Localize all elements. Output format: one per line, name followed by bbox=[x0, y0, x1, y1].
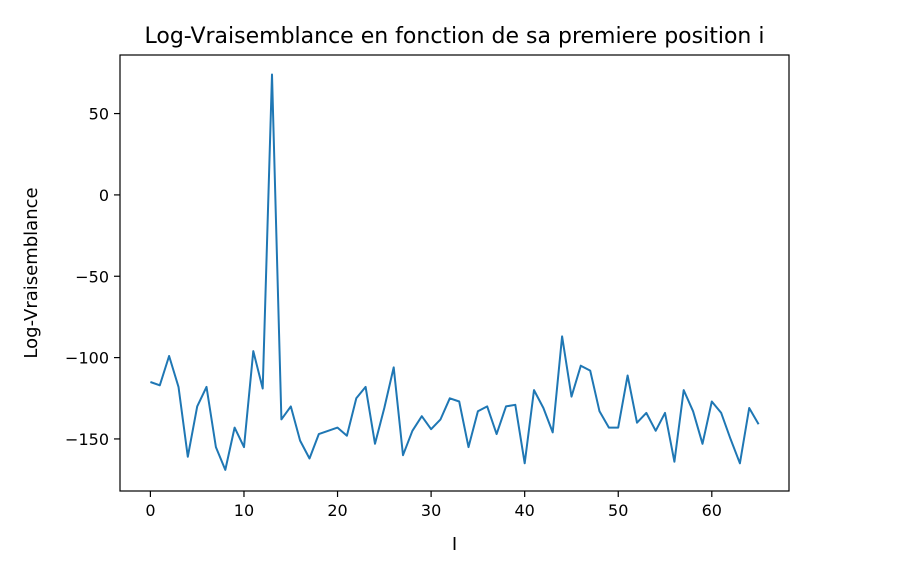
y-tick-label: −100 bbox=[65, 349, 109, 368]
chart-title: Log-Vraisemblance en fonction de sa prem… bbox=[145, 24, 765, 49]
y-tick-label: 0 bbox=[99, 186, 109, 205]
y-tick-label: −50 bbox=[75, 267, 109, 286]
y-axis-label: Log-Vraisemblance bbox=[21, 187, 42, 358]
x-tick-label: 0 bbox=[145, 501, 155, 520]
x-tick-label: 40 bbox=[514, 501, 534, 520]
plot-area-frame bbox=[119, 54, 790, 492]
x-tick-label: 50 bbox=[608, 501, 628, 520]
y-tick-label: −150 bbox=[65, 430, 109, 449]
x-tick-label: 20 bbox=[327, 501, 347, 520]
x-axis-label: I bbox=[452, 534, 457, 555]
x-tick-label: 60 bbox=[702, 501, 722, 520]
x-tick-label: 10 bbox=[234, 501, 254, 520]
y-tick-label: 50 bbox=[89, 105, 109, 124]
series-line-0 bbox=[150, 73, 760, 471]
x-tick-label: 30 bbox=[421, 501, 441, 520]
